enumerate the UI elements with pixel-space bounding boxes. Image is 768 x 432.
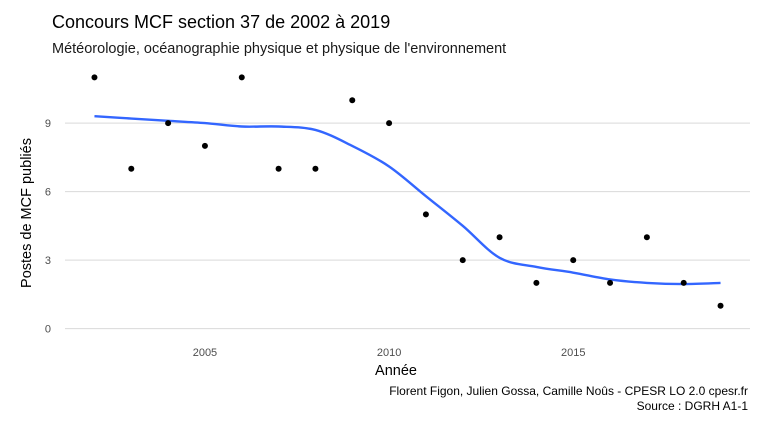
data-point-2012 (459, 257, 466, 264)
y-tick-label: 0 (45, 324, 51, 336)
grid-lines (65, 122, 750, 330)
smooth-trend-line (94, 115, 721, 286)
data-point-2011 (422, 211, 429, 218)
data-point-2003 (128, 165, 135, 172)
y-tick-label: 6 (45, 187, 51, 199)
caption-source: Source : DGRH A1-1 (636, 399, 748, 413)
data-point-2008 (312, 165, 319, 172)
chart-title: Concours MCF section 37 de 2002 à 2019 (52, 12, 391, 32)
y-tick-label: 3 (45, 255, 51, 267)
data-point-2017 (643, 234, 650, 241)
data-point-2015 (570, 257, 577, 264)
y-tick-label: 9 (45, 118, 51, 130)
data-points (91, 74, 724, 309)
data-point-2005 (201, 142, 208, 149)
data-point-2013 (496, 234, 503, 241)
data-point-2009 (349, 97, 356, 104)
y-tick-labels: 0 3 6 9 (45, 118, 51, 336)
data-point-2004 (165, 120, 172, 127)
data-point-2010 (386, 120, 393, 127)
data-point-2018 (680, 279, 687, 286)
caption-authors: Florent Figon, Julien Gossa, Camille Noû… (389, 384, 748, 398)
data-point-2016 (607, 279, 614, 286)
x-tick-label: 2005 (193, 347, 217, 359)
data-point-2014 (533, 279, 540, 286)
x-tick-label: 2015 (561, 347, 585, 359)
x-axis-title: Année (375, 363, 417, 379)
data-point-2007 (275, 165, 282, 172)
x-tick-labels: 2005 2010 2015 (193, 347, 586, 359)
data-point-2002 (91, 74, 98, 81)
chart-subtitle: Météorologie, océanographie physique et … (52, 41, 507, 57)
x-tick-label: 2010 (377, 347, 401, 359)
data-point-2006 (238, 74, 245, 81)
data-point-2019 (717, 302, 724, 309)
y-axis-title: Postes de MCF publiés (19, 138, 35, 288)
